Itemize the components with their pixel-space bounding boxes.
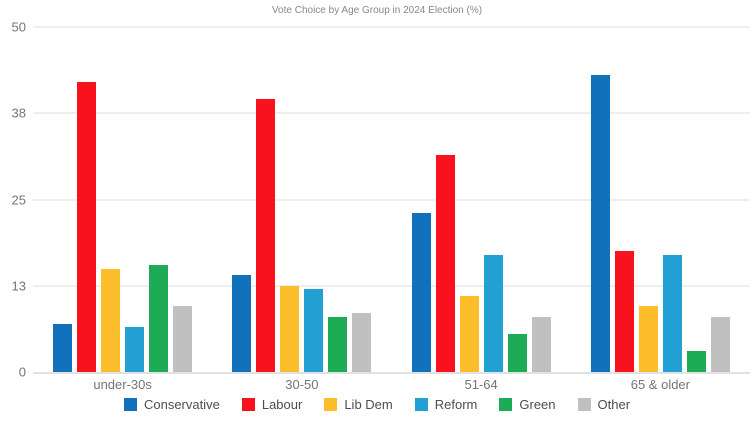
legend-swatch-green [499, 398, 513, 411]
y-tick-label-0: 0 [18, 364, 26, 380]
bar-labour-30-50 [256, 99, 276, 372]
legend: Conservative Labour Lib Dem Reform Green Othe… [0, 397, 754, 412]
bar-reform-65-older [662, 254, 682, 372]
x-tick-label-65-older: 65 & older [630, 377, 690, 392]
y-axis: 0 13 25 38 50 [0, 20, 26, 380]
bar-lib-dem-30-50 [280, 285, 300, 372]
legend-label-green: Green [519, 397, 556, 412]
legend-item-lib-dem: Lib Dem [324, 397, 393, 412]
legend-swatch-reform [414, 398, 428, 411]
bar-lib-dem-65-older [638, 306, 658, 372]
bar-labour-51-64 [435, 154, 455, 372]
legend-item-labour: Labour [241, 397, 303, 412]
y-tick-label-50: 50 [11, 19, 26, 35]
bar-other-51-64 [531, 316, 551, 372]
bar-other-under-30s [173, 306, 193, 372]
legend-label-conservative: Conservative [143, 397, 220, 412]
bar-green-65-older [686, 351, 706, 372]
legend-label-reform: Reform [434, 397, 478, 412]
y-tick-label-13: 13 [11, 278, 26, 294]
legend-item-other: Other [577, 397, 631, 412]
gridline-13 [33, 284, 750, 287]
bar-green-51-64 [507, 334, 527, 372]
legend-item-green: Green [499, 397, 556, 412]
chart-title: Vote Choice by Age Group in 2024 Electio… [271, 5, 483, 16]
bar-green-under-30s [149, 265, 169, 372]
bar-green-30-50 [328, 316, 348, 372]
bar-labour-under-30s [77, 82, 97, 372]
bar-conservative-51-64 [411, 213, 431, 372]
x-tick-label-30-50: 30-50 [285, 377, 319, 392]
legend-label-labour: Labour [261, 397, 303, 412]
legend-item-conservative: Conservative [123, 397, 220, 412]
plot-area [33, 26, 750, 374]
bar-reform-51-64 [483, 254, 503, 372]
gridline-25 [33, 198, 750, 201]
bar-other-65-older [710, 316, 730, 372]
bar-reform-under-30s [125, 327, 145, 372]
legend-swatch-other [577, 398, 591, 411]
bar-group-30-50 [212, 27, 391, 372]
legend-label-lib-dem: Lib Dem [344, 397, 393, 412]
y-tick-label-38: 38 [11, 105, 26, 121]
x-tick-label-51-64: 51-64 [464, 377, 498, 392]
bar-conservative-65-older [590, 75, 610, 372]
gridline-50 [33, 26, 750, 28]
bar-lib-dem-51-64 [459, 296, 479, 372]
bar-reform-30-50 [304, 289, 324, 372]
legend-item-reform: Reform [414, 397, 478, 412]
bar-conservative-30-50 [232, 275, 252, 372]
bar-group-under-30s [33, 27, 212, 372]
legend-swatch-conservative [123, 398, 137, 411]
legend-swatch-lib-dem [324, 398, 338, 411]
y-tick-label-25: 25 [11, 192, 26, 207]
bar-groups [33, 27, 750, 372]
x-tick-label-under-30s: under-30s [93, 377, 152, 392]
bar-conservative-under-30s [53, 323, 73, 372]
bar-group-51-64 [392, 27, 571, 372]
bar-labour-65-older [614, 251, 634, 372]
legend-swatch-labour [241, 398, 255, 411]
legend-label-other: Other [597, 397, 631, 412]
bar-other-30-50 [352, 313, 372, 372]
gridline-38 [33, 112, 750, 115]
bar-group-65-older [571, 27, 750, 372]
bar-lib-dem-under-30s [101, 268, 121, 372]
x-axis: under-30s 30-50 51-64 65 & older [33, 377, 750, 392]
